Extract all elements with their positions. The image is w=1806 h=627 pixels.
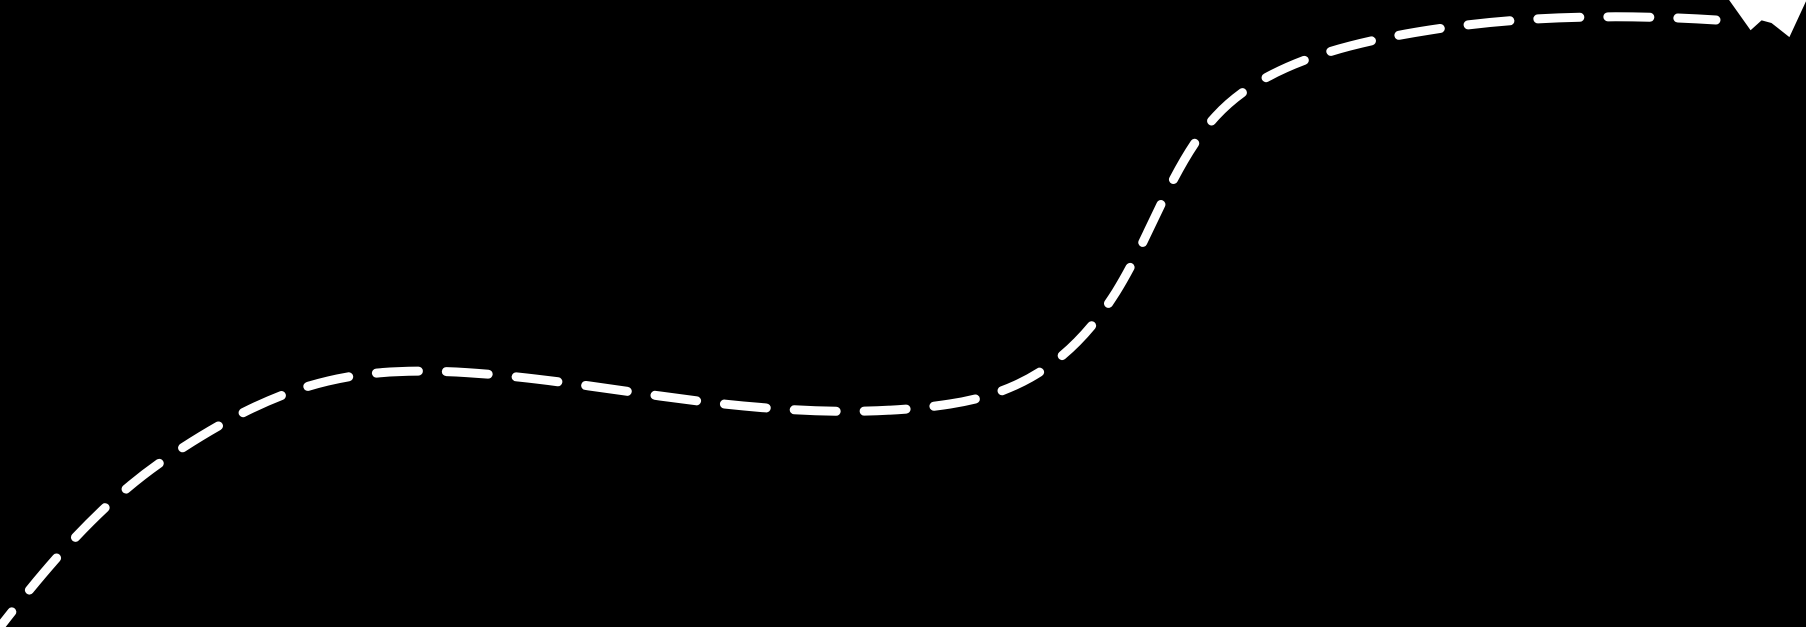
dashed-trail-path <box>0 12 1721 627</box>
paper-plane-icon <box>1722 0 1806 38</box>
paper-plane-fold <box>1751 0 1806 38</box>
paper-plane-main-wing <box>1722 0 1806 31</box>
